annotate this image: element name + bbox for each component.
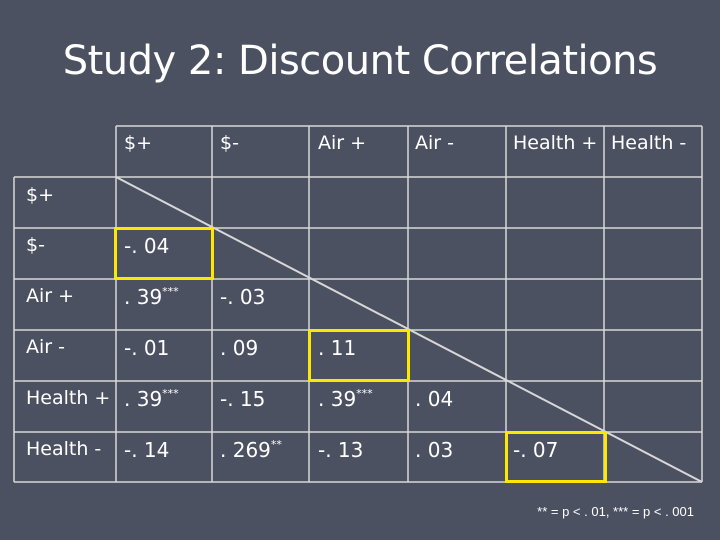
correlation-cell: . 04 [415, 387, 454, 411]
column-header: Health + [513, 132, 598, 154]
correlation-cell: . 39*** [124, 387, 179, 411]
column-header: Air - [415, 132, 454, 154]
significance-mark: *** [162, 387, 179, 400]
correlation-cell: . 269** [220, 438, 282, 462]
footnote: ** = p < . 01, *** = p < . 001 [537, 504, 694, 519]
column-header: $+ [124, 132, 153, 154]
column-header: Health - [611, 132, 687, 154]
correlation-cell: -. 04 [124, 234, 170, 258]
correlation-cell: . 09 [220, 336, 259, 360]
correlation-cell: . 11 [318, 336, 357, 360]
column-header: $- [220, 132, 239, 154]
row-label: Air - [26, 336, 65, 358]
correlation-cell: . 39*** [124, 285, 179, 309]
column-header: Air + [318, 132, 367, 154]
row-label: Air + [26, 285, 75, 307]
correlation-cell: -. 07 [513, 438, 559, 462]
row-label: $- [26, 234, 45, 256]
significance-mark: ** [270, 438, 282, 451]
row-label: Health + [26, 387, 111, 409]
correlation-cell: . 03 [415, 438, 454, 462]
highlight-box [505, 431, 607, 483]
highlight-box [308, 329, 410, 382]
correlation-cell: . 39*** [318, 387, 373, 411]
correlation-cell: -. 15 [220, 387, 266, 411]
row-label: $+ [26, 184, 55, 206]
slide-title: Study 2: Discount Correlations [62, 38, 658, 84]
highlight-box [114, 227, 214, 280]
correlation-cell: -. 13 [318, 438, 364, 462]
significance-mark: *** [162, 285, 179, 298]
correlation-cell: -. 03 [220, 285, 266, 309]
correlation-cell: -. 01 [124, 336, 170, 360]
significance-mark: *** [356, 387, 373, 400]
correlation-cell: -. 14 [124, 438, 170, 462]
row-label: Health - [26, 438, 102, 460]
